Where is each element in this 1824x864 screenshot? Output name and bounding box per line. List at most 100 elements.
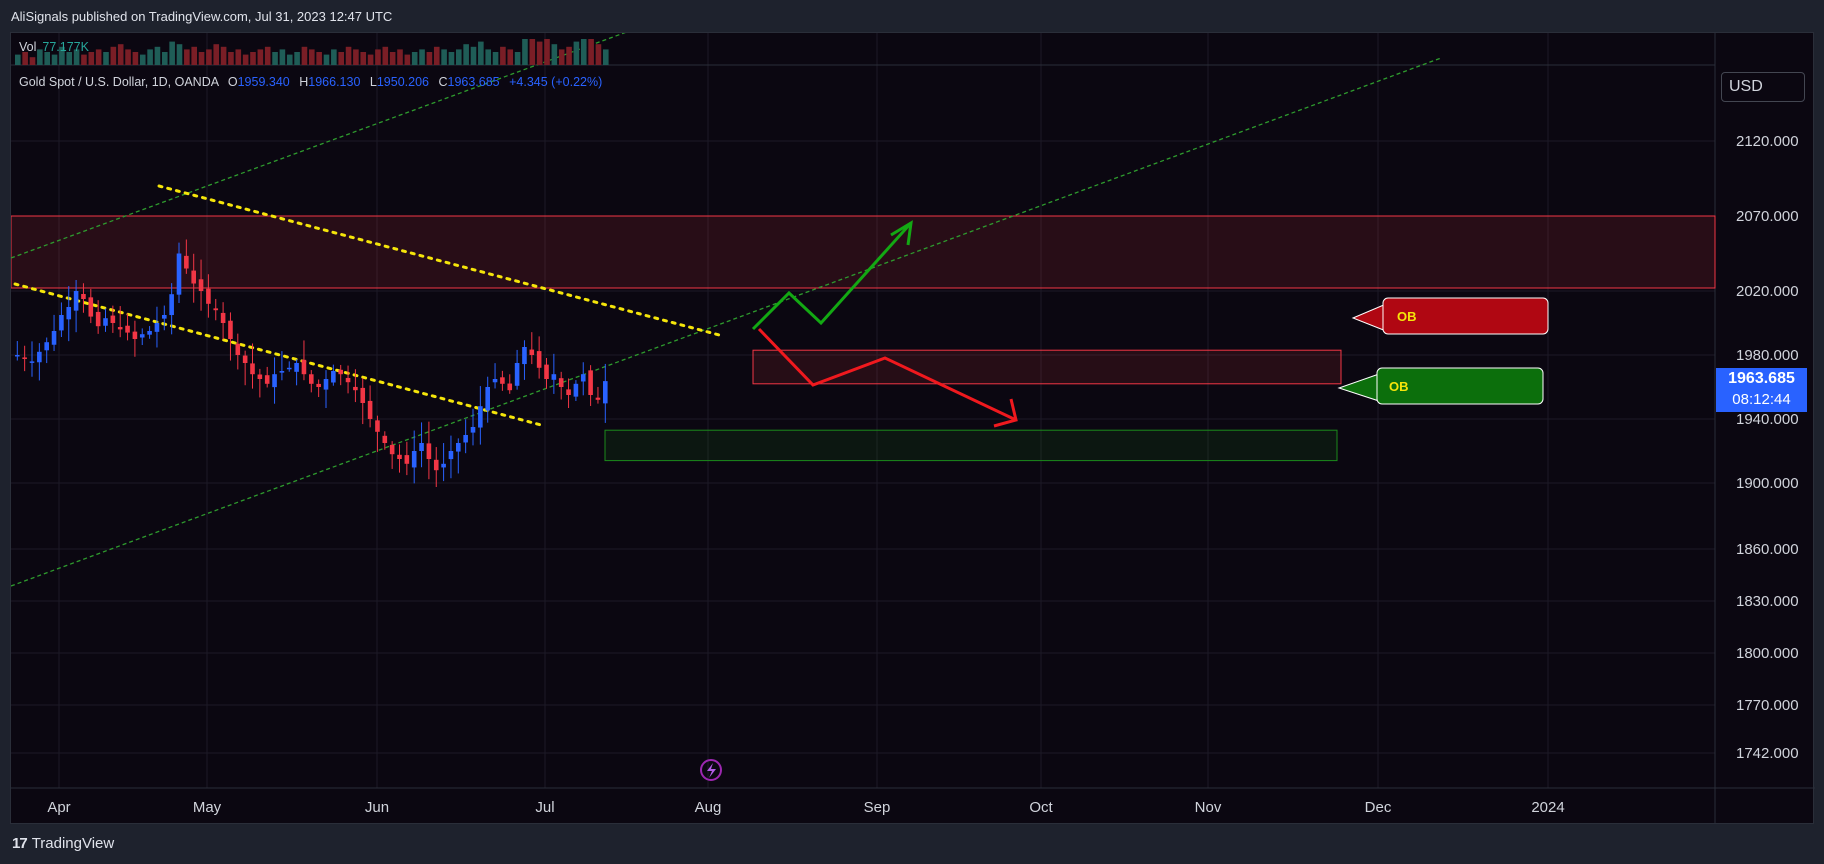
volume-bar	[213, 44, 220, 65]
footer: 17 TradingView	[0, 824, 1824, 864]
volume-bar	[478, 41, 484, 65]
candle	[184, 239, 189, 274]
y-tick-label: 2120.000	[1736, 133, 1799, 150]
y-tick-label: 1800.000	[1736, 645, 1799, 662]
candle	[228, 312, 233, 361]
candle-body	[110, 315, 116, 323]
candle-body	[426, 443, 432, 459]
volume-bar	[139, 54, 146, 65]
chart-canvas[interactable]: 2120.000 2070.000 2020.000 1980.000 1940.000…	[11, 33, 1815, 825]
tradingview-brand[interactable]: 17 TradingView	[12, 835, 114, 852]
candle-body	[272, 374, 277, 388]
volume-bar	[191, 46, 197, 65]
x-tick-label: Jun	[365, 799, 389, 816]
volume-bar	[206, 49, 212, 65]
volume-bar	[73, 49, 80, 65]
volume-bar	[551, 44, 558, 65]
candle-body	[338, 369, 343, 375]
candle-body	[257, 374, 263, 379]
candle-body	[184, 255, 189, 269]
volume-bar	[514, 52, 521, 65]
ob-callout-box	[1376, 367, 1544, 405]
candle	[242, 350, 248, 386]
volume-bar	[81, 54, 87, 65]
candle	[367, 385, 373, 428]
volume-bar	[456, 49, 462, 65]
candle	[29, 341, 35, 377]
candle	[316, 379, 321, 398]
candle	[235, 333, 241, 370]
x-tick-label: May	[193, 799, 222, 816]
candle-body	[367, 400, 373, 419]
publish-info: AliSignals published on TradingView.com,…	[11, 9, 393, 24]
candle-body	[514, 363, 520, 386]
volume-bar	[162, 52, 168, 65]
candle-body	[250, 363, 255, 375]
volume-bar	[184, 49, 190, 65]
candle-body	[81, 293, 86, 299]
volume-bars	[15, 39, 609, 65]
candle-body	[529, 349, 535, 355]
y-tick-label: 2020.000	[1736, 283, 1799, 300]
ob-callout-pointer	[1351, 303, 1387, 332]
candle-body	[154, 323, 160, 332]
volume-bar	[176, 44, 183, 65]
candle	[286, 361, 292, 372]
candle	[426, 421, 432, 480]
candle	[213, 298, 219, 321]
candle	[551, 353, 557, 394]
ob-demand-zone	[604, 429, 1338, 462]
candle-body	[59, 315, 64, 331]
volume-bar	[125, 49, 131, 65]
candle-body	[294, 363, 299, 372]
low-value: 1950.206	[376, 75, 429, 89]
ob-callout-box	[1382, 297, 1549, 335]
candle-body	[301, 359, 307, 375]
volume-bar	[37, 49, 43, 65]
volume-bar	[147, 49, 153, 65]
volume-bar	[66, 52, 73, 65]
candle-body	[580, 374, 586, 382]
trendline-lower	[13, 282, 543, 427]
candle-body	[169, 294, 174, 316]
x-tick-label: Apr	[47, 799, 70, 816]
candle	[500, 370, 505, 391]
volume-bar	[15, 54, 21, 65]
projection-down-path	[757, 327, 1017, 422]
volume-bar	[573, 41, 580, 65]
close-label: C	[438, 75, 448, 89]
volume-bar	[507, 49, 514, 65]
volume-bar	[257, 49, 264, 65]
candle	[580, 362, 586, 396]
chart-area[interactable]: 2120.000 2070.000 2020.000 1980.000 1940.000…	[10, 32, 1815, 825]
candle-body	[95, 311, 101, 327]
tradingview-logo-icon: 17	[12, 835, 28, 852]
candle-body	[448, 451, 454, 460]
candle-body	[500, 377, 505, 384]
candle	[139, 328, 145, 346]
change-value: +4.345 (+0.22%)	[509, 75, 603, 89]
volume-bar	[22, 52, 28, 65]
candle	[147, 326, 152, 339]
currency-button[interactable]: USD	[1721, 72, 1805, 102]
candle	[382, 431, 388, 450]
y-tick-label: 2070.000	[1736, 208, 1799, 225]
candle	[566, 378, 571, 408]
volume-bar	[294, 52, 300, 65]
volume-bar	[51, 54, 58, 65]
candle-body	[228, 320, 233, 339]
candle	[558, 371, 564, 400]
candle-body	[588, 370, 593, 395]
candle-body	[375, 420, 380, 432]
candle-body	[411, 451, 417, 468]
projection-down-arrowhead	[993, 398, 1018, 428]
volume-bar	[566, 46, 572, 65]
candle	[544, 358, 549, 389]
candle-body	[404, 455, 410, 464]
lightning-icon[interactable]	[700, 759, 722, 781]
volume-bar	[323, 54, 330, 65]
x-tick-label: Sep	[864, 799, 891, 816]
bar-countdown: 08:12:44	[1732, 391, 1791, 408]
volume-bar	[250, 52, 256, 65]
volume-bar	[588, 39, 594, 65]
